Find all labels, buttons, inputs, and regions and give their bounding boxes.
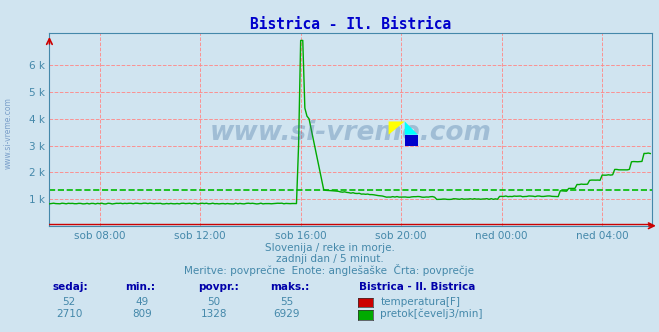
Polygon shape (389, 122, 405, 135)
Text: 809: 809 (132, 309, 152, 319)
Polygon shape (405, 122, 418, 135)
Text: 6929: 6929 (273, 309, 300, 319)
Text: pretok[čevelj3/min]: pretok[čevelj3/min] (380, 308, 483, 319)
Text: sedaj:: sedaj: (53, 283, 88, 292)
Text: maks.:: maks.: (270, 283, 310, 292)
Text: Slovenija / reke in morje.: Slovenija / reke in morje. (264, 243, 395, 253)
Text: 49: 49 (135, 297, 148, 307)
Title: Bistrica - Il. Bistrica: Bistrica - Il. Bistrica (250, 17, 451, 32)
Text: Meritve: povprečne  Enote: anglešaške  Črta: povprečje: Meritve: povprečne Enote: anglešaške Črt… (185, 264, 474, 276)
Text: temperatura[F]: temperatura[F] (380, 297, 460, 307)
Text: www.si-vreme.com: www.si-vreme.com (210, 120, 492, 146)
Text: min.:: min.: (125, 283, 156, 292)
Text: zadnji dan / 5 minut.: zadnji dan / 5 minut. (275, 254, 384, 264)
Text: www.si-vreme.com: www.si-vreme.com (3, 97, 13, 169)
Text: povpr.:: povpr.: (198, 283, 239, 292)
Text: Bistrica - Il. Bistrica: Bistrica - Il. Bistrica (359, 283, 476, 292)
Text: 1328: 1328 (201, 309, 227, 319)
Text: 55: 55 (280, 297, 293, 307)
Text: 2710: 2710 (56, 309, 82, 319)
Polygon shape (405, 135, 418, 145)
Text: 50: 50 (208, 297, 221, 307)
Text: 52: 52 (63, 297, 76, 307)
